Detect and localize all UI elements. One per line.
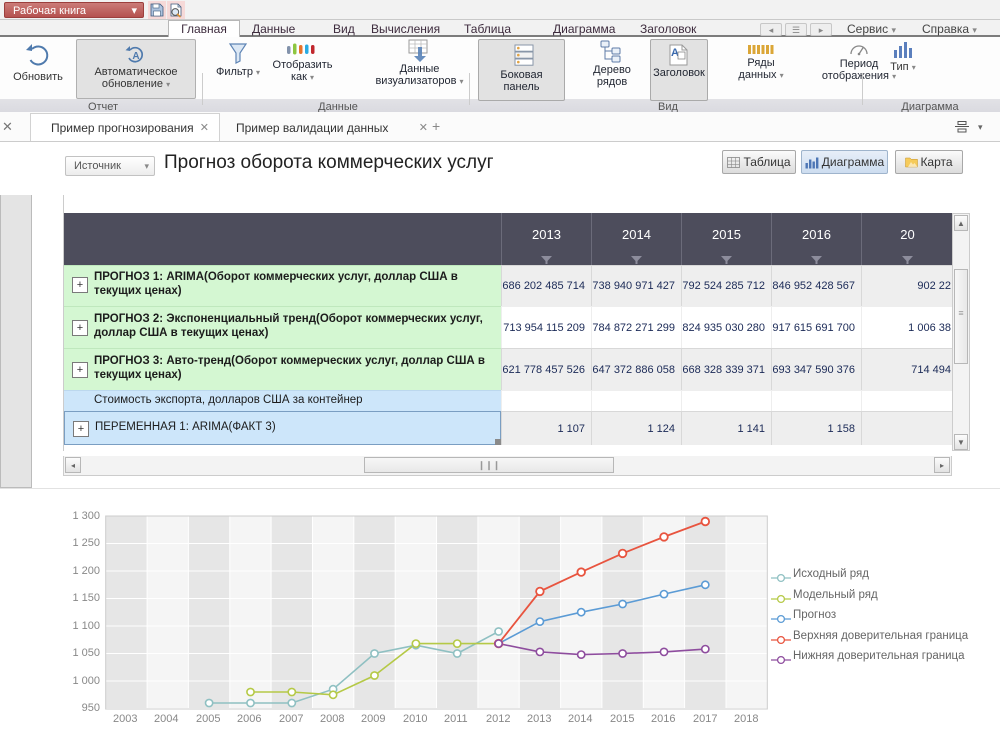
svg-text:A: A — [132, 51, 139, 62]
